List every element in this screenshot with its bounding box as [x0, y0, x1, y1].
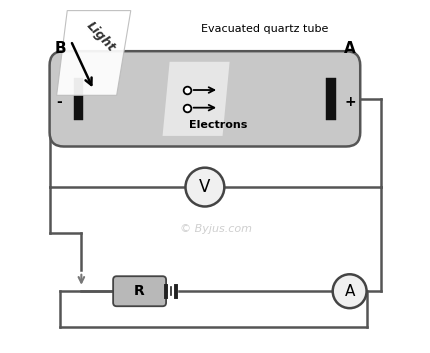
FancyBboxPatch shape	[326, 78, 335, 120]
Text: A: A	[344, 284, 354, 299]
Polygon shape	[162, 62, 229, 136]
Text: V: V	[199, 178, 210, 196]
Text: Evacuated quartz tube: Evacuated quartz tube	[201, 24, 328, 34]
Text: +: +	[344, 95, 355, 109]
FancyBboxPatch shape	[113, 276, 166, 306]
Circle shape	[185, 168, 224, 207]
Text: Electrons: Electrons	[189, 120, 247, 130]
Text: Light: Light	[83, 19, 117, 55]
Text: -: -	[56, 95, 62, 109]
FancyBboxPatch shape	[74, 78, 83, 120]
Circle shape	[332, 274, 366, 308]
Text: A: A	[343, 42, 355, 56]
Text: R: R	[134, 284, 144, 298]
Polygon shape	[56, 11, 130, 95]
FancyBboxPatch shape	[49, 51, 359, 146]
Text: © Byjus.com: © Byjus.com	[179, 225, 251, 234]
Text: B: B	[54, 42, 66, 56]
